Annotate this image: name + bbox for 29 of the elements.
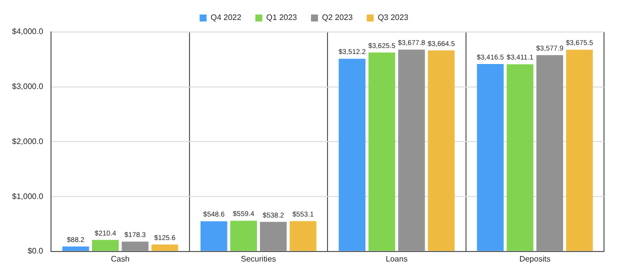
bar — [476, 64, 504, 251]
x-tick-label: Cash — [110, 254, 130, 264]
x-tick-label: Securities — [240, 254, 276, 264]
bar — [122, 242, 148, 251]
bar — [200, 221, 228, 251]
y-tick-label: $4,000.0 — [12, 27, 44, 36]
bar — [338, 58, 366, 251]
bar — [398, 50, 425, 251]
legend-label: Q3 2023 — [378, 13, 409, 22]
bar — [566, 50, 593, 251]
y-tick-label: $2,000.0 — [12, 136, 44, 146]
y-tick-label: $3,000.0 — [12, 82, 44, 92]
y-tick-label: $0.0 — [28, 246, 44, 256]
bar — [536, 55, 564, 251]
legend-label: Q4 2022 — [210, 13, 242, 22]
bar — [368, 52, 396, 251]
y-tick-label: $1,000.0 — [12, 192, 44, 201]
legend-label: Q2 2023 — [322, 13, 354, 22]
bar — [92, 240, 119, 251]
bar — [230, 220, 257, 251]
bar — [151, 244, 178, 251]
bar — [290, 221, 316, 251]
legend-label: Q1 2023 — [266, 13, 298, 22]
bar — [62, 246, 90, 251]
bar — [506, 64, 534, 251]
x-tick-label: Loans — [386, 254, 408, 264]
x-tick-label: Deposits — [519, 254, 550, 264]
bar — [428, 50, 455, 251]
bar — [260, 222, 287, 251]
